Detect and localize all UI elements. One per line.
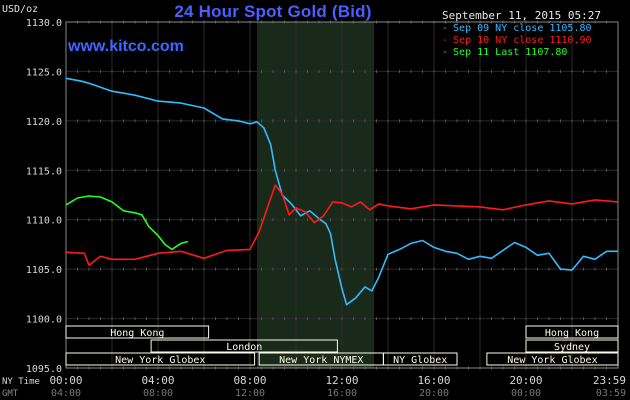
x-tick-label-gmt: 20:00 — [419, 388, 449, 399]
price-series-line-2 — [65, 184, 619, 267]
x-tick-label-gmt: 12:00 — [235, 388, 265, 399]
market-session-label: NY Globex — [393, 355, 447, 366]
market-session-box — [150, 339, 338, 353]
legend-entry-sep11: Sep 11 Last 1107.80 — [442, 47, 567, 58]
y-tick-label: 1130.0 — [26, 18, 62, 29]
market-session-label: New York NYMEX — [279, 355, 363, 366]
x-tick-label-ny: 23:59 — [593, 374, 626, 387]
x-tick-label-ny: 00:00 — [49, 374, 82, 387]
price-series-line-1 — [65, 77, 618, 306]
x-axis-gmt-label: GMT — [2, 389, 19, 399]
y-tick-label: 1125.0 — [26, 67, 62, 78]
x-tick-label-gmt: 08:00 — [143, 388, 173, 399]
market-session-box — [525, 339, 619, 353]
market-session-label: Sydney — [554, 342, 590, 353]
market-session-box — [65, 325, 210, 339]
plot-frame — [65, 21, 619, 369]
x-tick-label-ny: 20:00 — [509, 374, 542, 387]
x-tick-label-gmt: 00:00 — [511, 388, 541, 399]
y-tick-label: 1100.0 — [26, 315, 62, 326]
legend-entry-sep09: Sep 09 NY close 1105.80 — [442, 23, 591, 34]
y-tick-label: 1115.0 — [26, 166, 62, 177]
x-tick-label-ny: 16:00 — [417, 374, 450, 387]
market-session-box — [382, 352, 458, 366]
x-tick-label-gmt: 04:00 — [51, 388, 81, 399]
x-axis-ny-time-label: NY Time — [2, 377, 40, 387]
x-tick-label-ny: 08:00 — [233, 374, 266, 387]
timestamp: September 11, 2015 05:27 — [442, 9, 601, 22]
chart-title: 24 Hour Spot Gold (Bid) — [174, 2, 372, 21]
y-axis-unit: USD/oz — [2, 4, 39, 15]
y-tick-label: 1105.0 — [26, 265, 62, 276]
x-tick-label-gmt: 16:00 — [327, 388, 357, 399]
market-session-box — [65, 352, 256, 366]
market-session-label: New York Globex — [115, 355, 205, 366]
y-tick-label: 1120.0 — [26, 117, 62, 128]
x-tick-label-gmt: 03:59 — [596, 388, 626, 399]
y-tick-label: 1110.0 — [26, 216, 62, 227]
price-series-line-3 — [65, 195, 189, 251]
market-session-label: Hong Kong — [545, 328, 599, 339]
site-link[interactable]: www.kitco.com — [68, 38, 184, 55]
market-session-box — [525, 325, 619, 339]
market-session-label: New York Globex — [507, 355, 597, 366]
ny-session-shade — [256, 22, 375, 368]
legend-entry-sep10: Sep 10 NY close 1110.90 — [442, 35, 591, 46]
market-session-box — [486, 352, 619, 366]
market-session-label: Hong Kong — [110, 328, 164, 339]
market-session-label: London — [226, 342, 262, 353]
y-tick-label: 1095.0 — [26, 364, 62, 375]
x-tick-label-ny: 12:00 — [325, 374, 358, 387]
x-tick-label-ny: 04:00 — [141, 374, 174, 387]
